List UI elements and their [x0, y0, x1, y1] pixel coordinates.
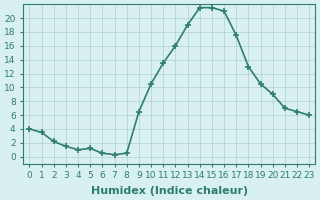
X-axis label: Humidex (Indice chaleur): Humidex (Indice chaleur): [91, 186, 248, 196]
